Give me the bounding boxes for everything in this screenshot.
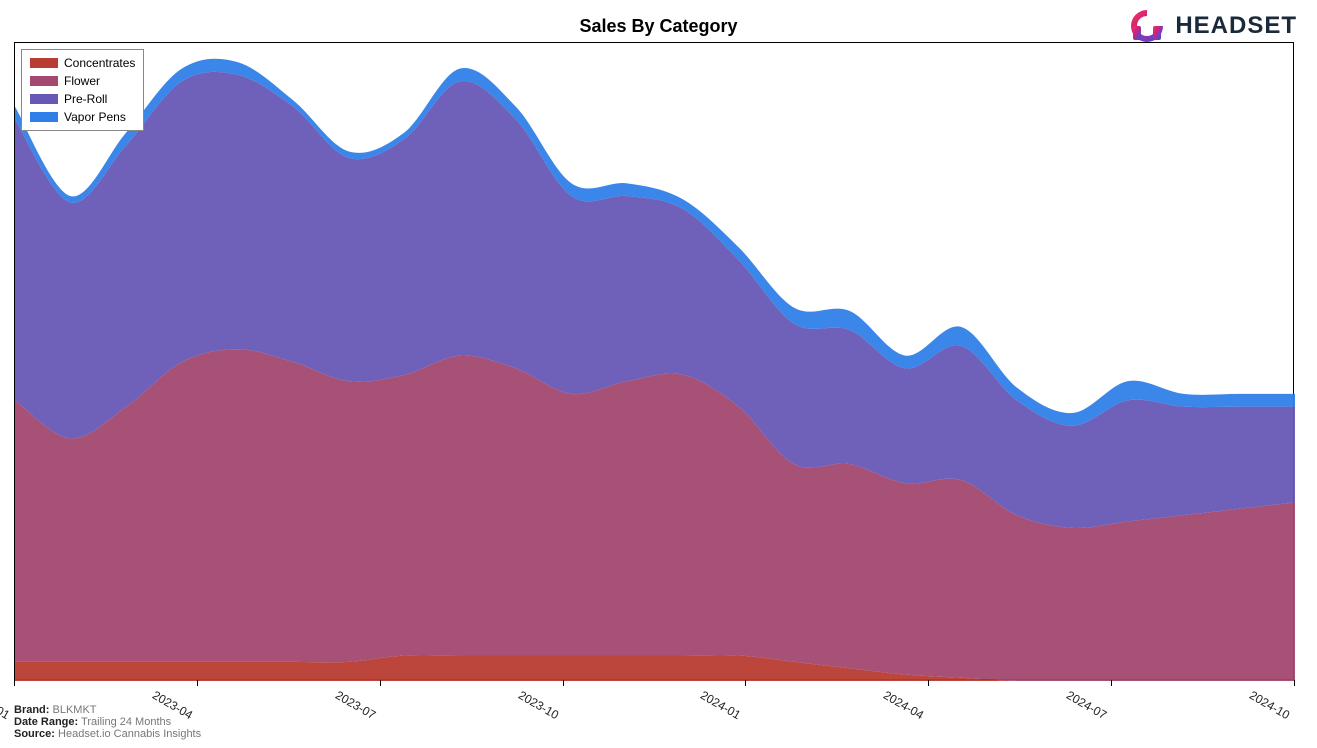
- legend-label: Flower: [64, 74, 100, 88]
- xtick-label: 2023-07: [333, 688, 378, 722]
- xtick-mark: [1294, 680, 1295, 686]
- xtick-mark: [14, 680, 15, 686]
- chart-legend: Concentrates Flower Pre-Roll Vapor Pens: [21, 49, 144, 131]
- footer-daterange-row: Date Range: Trailing 24 Months: [14, 716, 201, 728]
- xtick-label: 2024-10: [1247, 688, 1292, 722]
- headset-logo-icon: [1127, 6, 1167, 46]
- brand-logo-text: HEADSET: [1175, 12, 1297, 40]
- legend-label: Vapor Pens: [64, 110, 126, 124]
- xtick-mark: [197, 680, 198, 686]
- xtick-label: 2024-01: [698, 688, 743, 722]
- xtick-mark: [928, 680, 929, 686]
- legend-row: Vapor Pens: [30, 108, 135, 126]
- xtick-label: 2023-01: [0, 688, 12, 722]
- legend-row: Flower: [30, 72, 135, 90]
- chart-plot-area: Concentrates Flower Pre-Roll Vapor Pens: [14, 42, 1294, 680]
- legend-label: Concentrates: [64, 56, 135, 70]
- xtick-mark: [745, 680, 746, 686]
- legend-label: Pre-Roll: [64, 92, 107, 106]
- xtick-label: 2024-04: [881, 688, 926, 722]
- chart-areas-svg: [15, 43, 1295, 681]
- legend-swatch: [30, 58, 58, 68]
- legend-swatch: [30, 94, 58, 104]
- xtick-mark: [563, 680, 564, 686]
- chart-title: Sales By Category: [0, 16, 1317, 37]
- xtick-label: 2023-10: [516, 688, 561, 722]
- footer-daterange-value: Trailing 24 Months: [81, 716, 171, 728]
- xtick-label: 2024-07: [1064, 688, 1109, 722]
- footer-daterange-label: Date Range:: [14, 716, 78, 728]
- legend-swatch: [30, 112, 58, 122]
- legend-row: Pre-Roll: [30, 90, 135, 108]
- legend-row: Concentrates: [30, 54, 135, 72]
- footer-brand-row: Brand: BLKMKT: [14, 704, 201, 716]
- footer-source-row: Source: Headset.io Cannabis Insights: [14, 728, 201, 740]
- footer-brand-label: Brand:: [14, 704, 49, 716]
- footer-source-label: Source:: [14, 728, 55, 740]
- footer-brand-value: BLKMKT: [53, 704, 97, 716]
- brand-logo: HEADSET: [1127, 6, 1297, 46]
- chart-footer: Brand: BLKMKT Date Range: Trailing 24 Mo…: [14, 704, 201, 740]
- xtick-mark: [380, 680, 381, 686]
- xtick-mark: [1111, 680, 1112, 686]
- legend-swatch: [30, 76, 58, 86]
- footer-source-value: Headset.io Cannabis Insights: [58, 728, 201, 740]
